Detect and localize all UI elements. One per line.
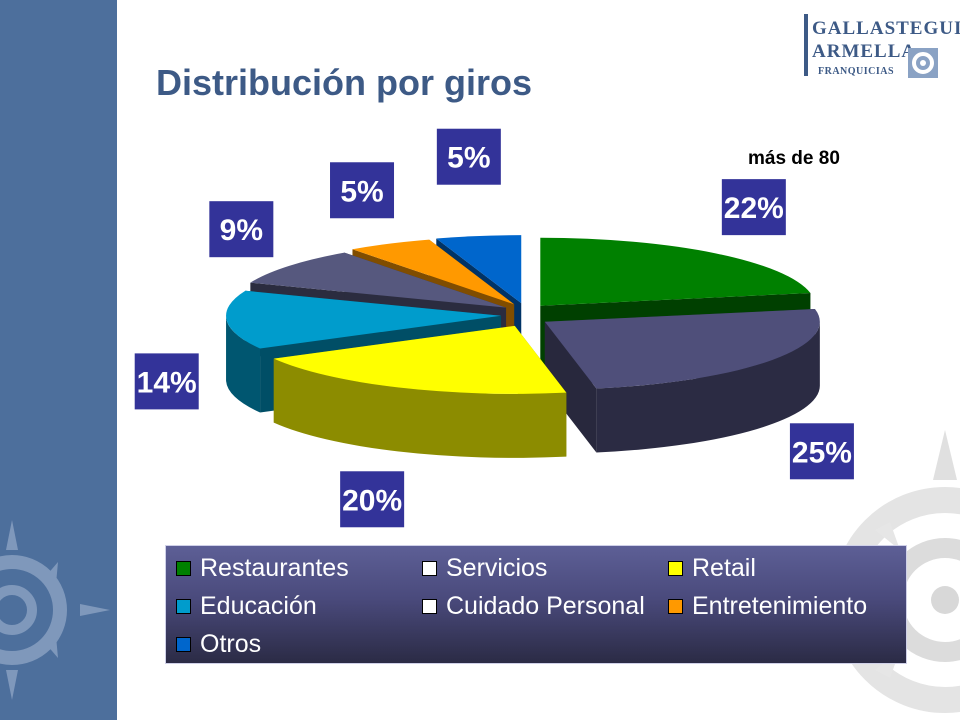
pie-slices	[226, 235, 820, 458]
gallastegui-armella-logo: GALLASTEGUI ARMELLA FRANQUICIAS	[790, 8, 960, 88]
data-label-text: 25%	[792, 436, 852, 469]
legend-item-restaurantes: Restaurantes	[176, 554, 349, 583]
pie-slice-retail-rim	[273, 358, 567, 458]
franchise-count-note: más de 80	[748, 148, 840, 169]
data-label-entretenimiento: 5%	[330, 162, 395, 219]
pie-slice-restaurantes-top	[540, 237, 811, 306]
legend-label: Servicios	[446, 554, 548, 582]
legend-item-educacion: Educación	[176, 592, 317, 621]
legend-label: Retail	[692, 554, 756, 582]
gear-icon	[908, 48, 938, 78]
data-label-text: 22%	[724, 192, 784, 225]
data-label-text: 9%	[220, 214, 263, 247]
data-label-restaurantes: 22%	[721, 179, 786, 236]
slide-title: Distribución por giros	[156, 62, 533, 103]
pie-slice-retail-top	[273, 325, 567, 394]
pie-slice-servicios-top	[544, 309, 820, 389]
pie-slice-servicios-rim	[596, 321, 820, 453]
compass-rose-left-decoration	[0, 520, 110, 700]
logo-line-2: ARMELLA	[812, 41, 917, 62]
pie-slice-otros-top	[436, 235, 522, 304]
data-label-text: 5%	[340, 175, 383, 208]
data-label-box	[330, 162, 395, 219]
data-label-text: 20%	[342, 484, 402, 517]
pie-slice-cuidado-personal-top	[250, 252, 507, 308]
legend-label: Restaurantes	[200, 554, 349, 582]
pie-slice-entretenimiento-top	[352, 239, 515, 305]
legend-label: Otros	[200, 630, 262, 658]
legend-swatch	[176, 599, 191, 614]
legend-item-cuidado-personal: Cuidado Personal	[422, 592, 645, 621]
data-label-cuidado-personal: 9%	[209, 201, 274, 258]
data-label-otros: 5%	[436, 128, 501, 185]
legend-item-otros: Otros	[176, 630, 261, 659]
pie-slice-educacion-top	[226, 290, 502, 349]
data-label-text: 14%	[137, 366, 197, 399]
pie-chart: 22% 25% 20% 14% 9% 5% 5%	[134, 128, 854, 528]
legend-swatch	[176, 637, 191, 652]
pie-slice-servicios-wall	[544, 321, 597, 453]
logo-bar	[804, 14, 808, 76]
data-label-retail: 20%	[340, 471, 405, 528]
legend-swatch	[668, 561, 683, 576]
data-label-box	[436, 128, 501, 185]
legend-swatch	[176, 561, 191, 576]
data-label-box	[209, 201, 274, 258]
data-label-box	[721, 179, 786, 236]
data-label-educacion: 14%	[134, 353, 199, 410]
legend-label: Cuidado Personal	[446, 592, 645, 620]
pie-slice-educacion-rim	[226, 315, 261, 413]
pie-slice-servicios	[544, 309, 820, 453]
pie-slice-retail	[273, 325, 567, 458]
data-label-text: 5%	[447, 142, 490, 175]
logo-line-3: FRANQUICIAS	[818, 66, 895, 77]
legend-label: Educación	[200, 592, 317, 620]
data-label-box	[789, 423, 854, 480]
legend-item-retail: Retail	[668, 554, 756, 583]
legend-swatch	[422, 561, 437, 576]
legend-item-entretenimiento: Entretenimiento	[668, 592, 867, 621]
legend-item-servicios: Servicios	[422, 554, 547, 583]
chart-legend: Restaurantes Servicios Retail Educación Cuid…	[165, 545, 907, 664]
data-label-servicios: 25%	[789, 423, 854, 480]
pie-data-labels: 22% 25% 20% 14% 9% 5% 5%	[134, 128, 854, 528]
legend-swatch	[668, 599, 683, 614]
legend-label: Entretenimiento	[692, 592, 868, 620]
legend-swatch	[422, 599, 437, 614]
logo-line-1: GALLASTEGUI	[812, 18, 960, 39]
data-label-box	[134, 353, 199, 410]
data-label-box	[340, 471, 405, 528]
